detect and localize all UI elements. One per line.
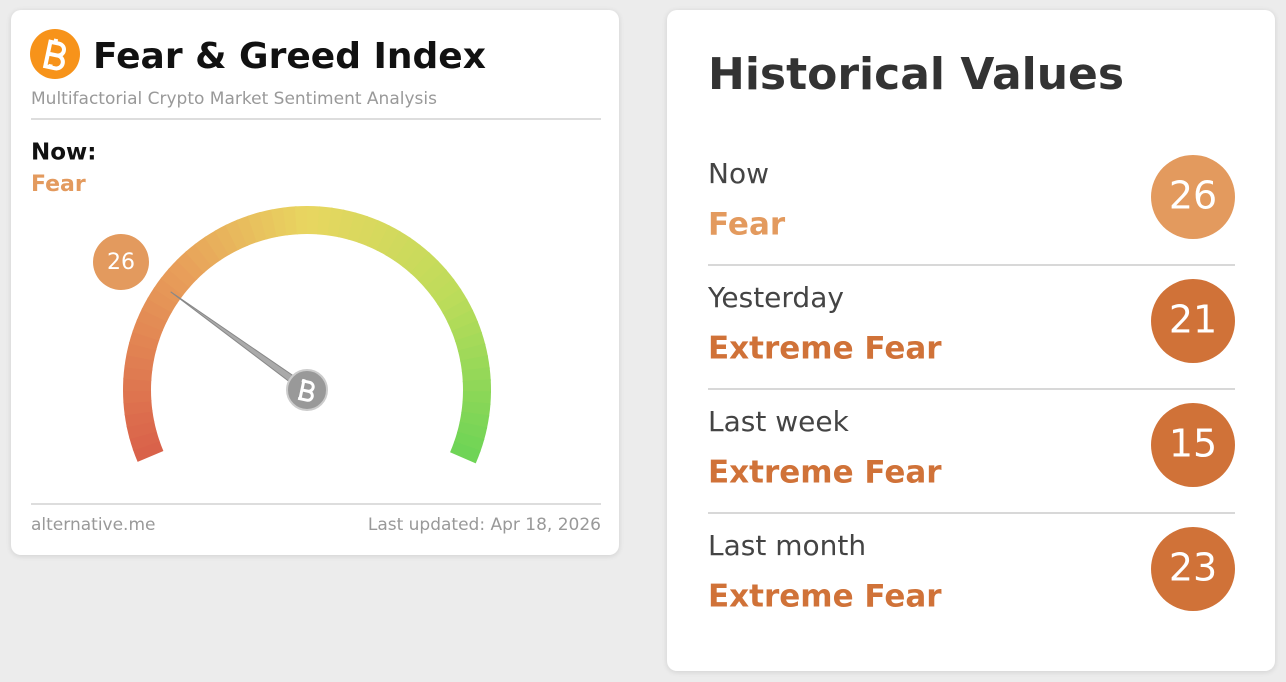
value-circle [1151, 527, 1235, 611]
row-value: 15 [1169, 422, 1217, 466]
arc-segment [327, 207, 345, 238]
row-value: 21 [1169, 298, 1217, 342]
arc-segment [376, 225, 401, 256]
arc-segment [317, 206, 333, 236]
row-label: Now [708, 157, 769, 190]
row-classification: Fear [708, 207, 786, 243]
arc-segment [236, 215, 259, 247]
arc-segment [442, 298, 474, 324]
value-badge [93, 234, 149, 290]
arc-segment [128, 330, 160, 351]
arc-segment [402, 244, 430, 275]
arc-segment [347, 212, 368, 243]
row-value: 26 [1169, 174, 1217, 218]
fear-greed-card: Fear & Greed Index Multifactorial Crypto… [11, 10, 619, 555]
now-label: Now: [31, 140, 97, 166]
arc-segment [185, 243, 213, 274]
arc-segment [461, 401, 491, 417]
arc-segment [462, 390, 491, 405]
history-list: Historical Values Now Fear 26 Yesterday Extr… [707, 49, 1235, 615]
arc-segment [357, 215, 380, 247]
arc-segment [123, 365, 153, 381]
arc-segment [132, 439, 164, 462]
row-label: Yesterday [707, 281, 844, 314]
arc-segment [141, 297, 173, 322]
hub-logo [297, 378, 315, 402]
arc-segment [461, 367, 491, 383]
arc-segment [214, 224, 240, 256]
source: alternative.me [31, 515, 155, 535]
arc-segment [176, 250, 205, 281]
value-circle [1151, 403, 1235, 487]
arc-segment [447, 309, 478, 333]
arc-segment [124, 410, 155, 428]
history-title: Historical Values [708, 49, 1124, 100]
row-classification: Extreme Fear [708, 579, 942, 615]
arc-segment [410, 252, 439, 282]
arc-segment [431, 278, 462, 306]
arc-segment [132, 318, 164, 341]
arc-segment [451, 320, 483, 343]
arc-segment [126, 420, 157, 440]
value-label: 26 [107, 250, 135, 275]
arc-segment [393, 237, 421, 268]
arc-segment [450, 441, 481, 464]
arc-segment [194, 236, 222, 267]
arc-segment [424, 269, 455, 297]
arc-segment [457, 343, 488, 362]
arc-segment [437, 288, 468, 314]
arc-segment [153, 277, 184, 304]
title: Fear & Greed Index [93, 36, 486, 77]
row-classification: Extreme Fear [708, 455, 942, 491]
row-label: Last month [708, 529, 866, 562]
arc-segment [247, 211, 268, 243]
history-card: Historical Values Now Fear 26 Yesterday Extr… [667, 10, 1275, 671]
arc-segment [123, 399, 153, 416]
arc-segment [459, 411, 490, 429]
arc-segment [385, 230, 411, 262]
arc-segment [225, 219, 249, 251]
needle [170, 291, 311, 394]
arc-segment [160, 267, 191, 296]
value-circle [1151, 279, 1235, 363]
arc-segment [204, 230, 230, 261]
arc-segment [417, 260, 447, 289]
arc-segment [282, 206, 299, 236]
gauge-widget: Fear & Greed Index Multifactorial Crypto… [30, 29, 601, 535]
arc-segment [270, 207, 289, 238]
arc-segment [136, 307, 168, 332]
arc-segment [454, 331, 486, 352]
arc-segment [366, 220, 391, 251]
arc-segment [456, 421, 488, 441]
row-value: 23 [1169, 546, 1217, 590]
last-updated: Last updated: Apr 18, 2026 [368, 515, 601, 535]
row-classification: Extreme Fear [708, 331, 942, 367]
arc-segment [129, 430, 160, 451]
row-label: Last week [708, 405, 850, 438]
arc-segment [126, 341, 157, 361]
subtitle: Multifactorial Crypto Market Sentiment A… [31, 89, 437, 109]
bitcoin-logo [30, 29, 80, 79]
arc-segment [124, 353, 155, 371]
arc-segment [259, 209, 278, 240]
arc-segment [453, 431, 485, 453]
arc-segment [337, 209, 357, 240]
gauge-arc [122, 206, 491, 464]
arc-segment [147, 287, 178, 313]
value-circle [1151, 155, 1235, 239]
arc-segment [168, 259, 198, 288]
classification: Fear [31, 172, 86, 197]
arc-segment [460, 355, 490, 373]
